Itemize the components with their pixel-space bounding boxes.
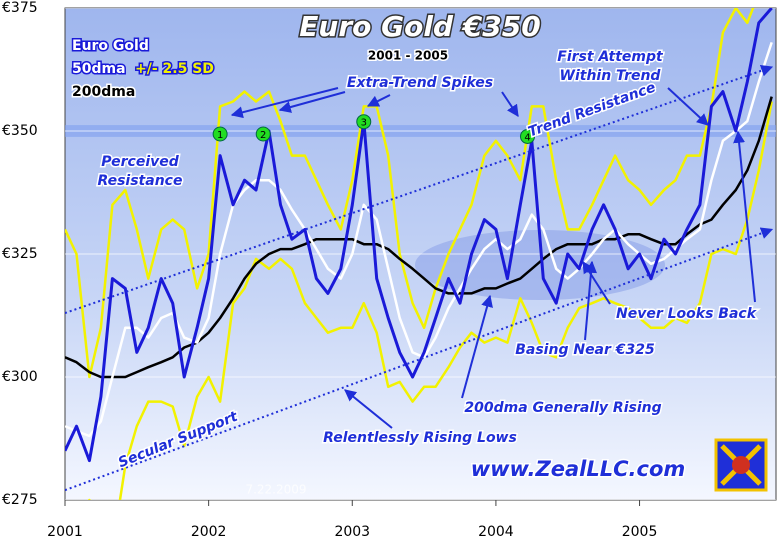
annotation: Resistance	[98, 173, 183, 189]
legend-entry: +/- 2.5 SD	[135, 61, 214, 77]
x-tick-label: 2001	[47, 524, 83, 540]
annotation: First Attempt	[557, 49, 664, 65]
upper-band	[65, 8, 755, 379]
source: www.ZealLLC.com	[471, 457, 686, 481]
series-line	[65, 96, 773, 379]
y-tick-label: €325	[2, 246, 38, 262]
y-tick-label: €350	[2, 123, 38, 139]
y-tick-label: €275	[2, 492, 38, 508]
annotation: 200dma Generally Rising	[464, 400, 661, 416]
date-stamp: 7.22.2009	[245, 483, 306, 497]
legend-entry: 200dma	[72, 84, 135, 100]
x-tick-label: 2005	[622, 524, 658, 540]
annotation: Within Trend	[560, 68, 662, 84]
annotation: Basing Near €325	[515, 342, 655, 358]
arrows	[230, 87, 756, 429]
spike-marker-label: 1	[217, 130, 223, 141]
logo	[714, 438, 768, 492]
spike-marker-label: 4	[524, 132, 530, 143]
plot-lines	[65, 8, 774, 500]
basing-ellipse	[415, 230, 665, 300]
lower-band	[88, 101, 773, 500]
annotation: Never Looks Back	[616, 306, 758, 322]
annotation: Perceived	[101, 154, 179, 170]
spike-marker-label: 3	[361, 118, 367, 129]
spike-marker	[356, 114, 372, 130]
trendline	[65, 227, 774, 492]
series-line	[65, 8, 773, 463]
annotation: Relentlessly Rising Lows	[323, 430, 517, 446]
x-tick-label: 2002	[191, 524, 227, 540]
spike-marker	[520, 128, 536, 144]
x-tick-label: 2003	[334, 524, 370, 540]
spike-marker	[255, 126, 271, 142]
series-line	[65, 42, 773, 438]
legend-entry: 50dma	[72, 61, 126, 77]
spike-marker-label: 2	[260, 130, 266, 141]
legend: Euro Gold 50dma +/- 2.5 SD 200dma	[71, 37, 216, 102]
spike-marker	[212, 126, 228, 142]
chart-title: Euro Gold €350	[299, 10, 540, 43]
legend-entry: Euro Gold	[72, 38, 149, 54]
annotation: Extra-Trend Spikes	[347, 75, 493, 91]
y-tick-label: €375	[2, 0, 38, 16]
chart-subtitle: 2001 - 2005	[368, 49, 448, 63]
y-tick-label: €300	[2, 369, 38, 385]
x-tick-label: 2004	[478, 524, 514, 540]
